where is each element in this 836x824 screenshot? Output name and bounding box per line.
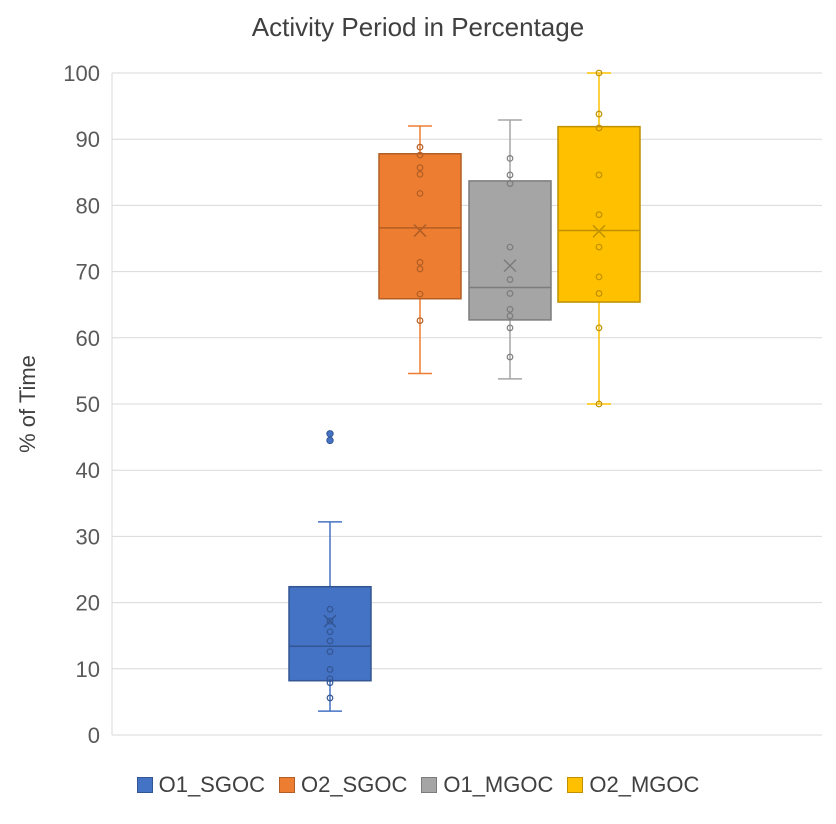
data-point: [416, 190, 424, 197]
legend-swatch: [567, 777, 584, 793]
data-point: [506, 305, 514, 313]
legend-swatch: [421, 777, 438, 793]
y-tick-label: 100: [63, 61, 100, 86]
data-point: [506, 353, 514, 361]
data-point: [595, 124, 603, 132]
data-point: [506, 276, 514, 283]
box-O2_SGOC: [378, 153, 462, 300]
mean-marker: [592, 224, 606, 238]
y-tick-label: 40: [76, 458, 100, 483]
data-point: [595, 400, 603, 408]
legend-item: O2_MGOC: [567, 772, 699, 798]
data-point: [326, 605, 334, 613]
data-point: [506, 290, 514, 297]
data-point: [416, 143, 424, 151]
data-point: [416, 317, 424, 324]
mean-marker: [413, 224, 427, 238]
data-point: [595, 324, 603, 332]
data-point: [506, 324, 514, 332]
data-point: [506, 312, 514, 320]
legend-label: O2_SGOC: [300, 772, 408, 797]
legend-swatch: [278, 777, 295, 793]
legend-label: O1_SGOC: [158, 772, 265, 797]
data-point: [506, 180, 514, 187]
data-point: [416, 265, 424, 273]
data-point: [416, 290, 424, 298]
mean-marker: [323, 614, 337, 628]
mean-marker: [503, 259, 517, 273]
data-point: [595, 290, 603, 297]
data-point: [506, 171, 514, 179]
data-point: [595, 171, 603, 179]
data-point: [595, 211, 603, 219]
data-point: [416, 151, 424, 159]
y-tick-label: 10: [76, 657, 100, 682]
data-point: [416, 258, 424, 266]
legend-swatch: [136, 777, 153, 793]
y-tick-label: 30: [76, 524, 100, 549]
data-point: [595, 243, 603, 251]
data-point: [506, 154, 514, 162]
legend-item: O1_SGOC: [136, 772, 265, 798]
y-tick-label: 60: [76, 326, 100, 351]
y-tick-label: 70: [76, 260, 100, 285]
box-O1_SGOC: [288, 585, 372, 682]
legend-label: O2_MGOC: [589, 772, 700, 797]
data-point: [595, 69, 603, 77]
data-point: [326, 617, 334, 625]
data-point: [326, 648, 334, 655]
box-O2_MGOC: [557, 125, 641, 303]
chart-title: Activity Period in Percentage: [251, 12, 585, 42]
plot-area: 0 10 20 30 40 50 60 70 80 90 100: [63, 61, 822, 748]
data-point: [416, 170, 424, 178]
data-point: [326, 694, 334, 702]
data-point: [595, 110, 603, 118]
data-point: [595, 273, 603, 281]
data-point: [416, 164, 424, 172]
legend-label: O1_MGOC: [443, 772, 554, 797]
data-point: [326, 679, 334, 687]
outlier-point: [326, 436, 334, 445]
legend-item: O2_SGOC: [278, 772, 408, 798]
y-tick-label: 80: [76, 193, 100, 218]
data-point: [506, 243, 514, 251]
data-point: [326, 637, 334, 645]
legend-item: O1_MGOC: [421, 772, 553, 798]
y-tick-label: 20: [76, 591, 100, 616]
data-point: [326, 628, 334, 636]
y-tick-label: 90: [76, 127, 100, 152]
y-tick-label: 0: [88, 723, 100, 748]
data-point: [326, 675, 334, 683]
y-tick-label: 50: [76, 392, 100, 417]
outlier-point: [326, 430, 334, 438]
legend: O1_SGOC O2_SGOC O1_MGOC O2_MGOC: [0, 772, 836, 798]
data-point: [326, 666, 334, 673]
